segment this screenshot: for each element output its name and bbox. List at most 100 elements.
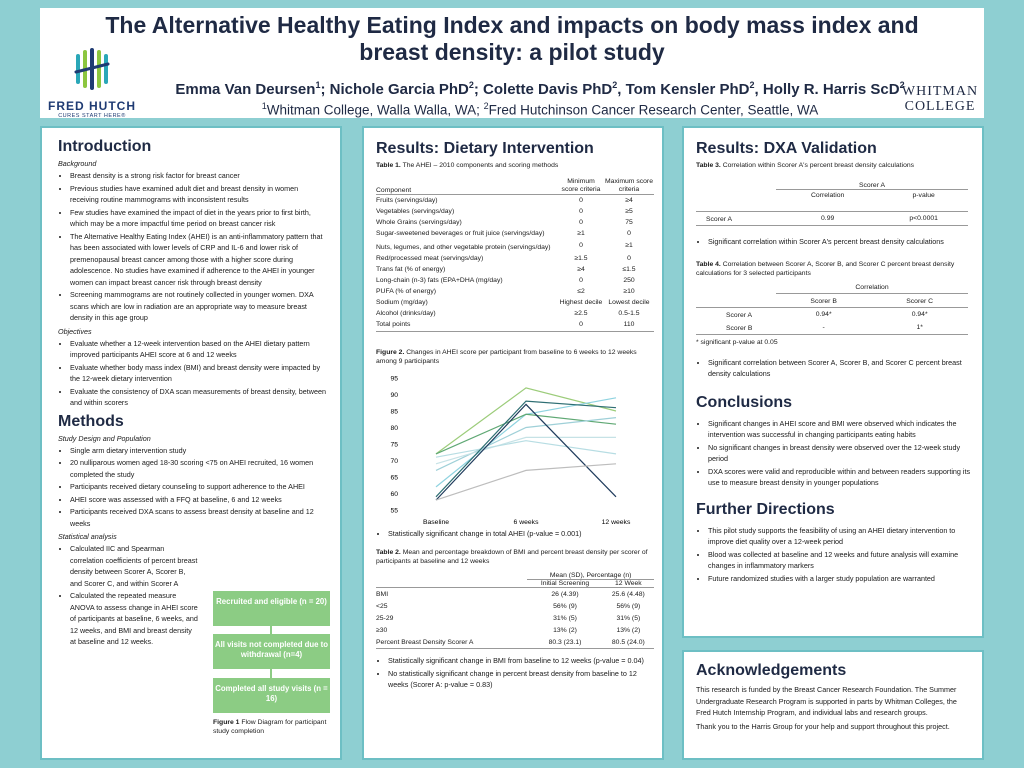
y-tick-label: 75 bbox=[390, 441, 398, 448]
table3-bullets: Significant correlation within Scorer A'… bbox=[696, 236, 972, 248]
list-item: Single arm dietary intervention study bbox=[70, 445, 328, 457]
list-item: DXA scores were valid and reproducible w… bbox=[708, 466, 972, 489]
conclusions-heading: Conclusions bbox=[696, 393, 793, 411]
table-cell: 0.94* bbox=[815, 310, 832, 318]
author-sup: 1 bbox=[315, 80, 321, 90]
table-cell: 13% (2) bbox=[616, 626, 641, 634]
y-tick-label: 95 bbox=[390, 375, 398, 382]
table-cell: 26 (4.39) bbox=[551, 590, 579, 598]
table-cell: ≥2.5 bbox=[574, 310, 588, 317]
caption-label: Table 2. bbox=[376, 549, 401, 556]
table-4-caption: Table 4. Correlation between Scorer A, S… bbox=[696, 260, 972, 278]
caption-text: Mean and percentage breakdown of BMI and… bbox=[376, 549, 648, 565]
table-cell bbox=[696, 284, 776, 294]
caption-text: Changes in AHEI score per participant fr… bbox=[376, 348, 637, 365]
table-row: Fruits (servings/day) 0 ≥4 bbox=[376, 195, 654, 207]
fred-hutch-logo-text: FRED HUTCH bbox=[48, 99, 136, 113]
list-item: Evaluate whether a 12-week intervention … bbox=[70, 338, 328, 361]
table-cell bbox=[376, 572, 527, 580]
caption-text: Correlation between Scorer A, Scorer B, … bbox=[696, 260, 955, 277]
whitman-logo-line1: WHITMAN bbox=[901, 84, 979, 99]
figure-1-caption: Figure 1 Flow Diagram for participant st… bbox=[213, 718, 333, 736]
fred-hutch-logo: FRED HUTCH CURES START HERE® bbox=[44, 46, 140, 119]
affiliation-1: Whitman College, Walla Walla, WA; bbox=[266, 102, 484, 118]
table-header: 12 Week bbox=[615, 580, 642, 587]
poster-header: FRED HUTCH CURES START HERE® The Alterna… bbox=[40, 8, 984, 119]
table-cell: 75 bbox=[625, 218, 633, 226]
table-row: Long-chain (n-3) fats (EPA+DHA (mg/day) 0… bbox=[376, 276, 654, 287]
table-cell: 56% (9) bbox=[616, 602, 641, 610]
table-group-header: Scorer A bbox=[776, 182, 968, 190]
table-cell: ≥5 bbox=[625, 207, 633, 215]
table-3-caption: Table 3. Correlation within Scorer A's p… bbox=[696, 161, 972, 170]
series-line bbox=[435, 439, 617, 458]
table-cell: Red/processed meat (servings/day) bbox=[376, 255, 484, 262]
author-list: Emma Van Deursen1; Nichole Garcia PhD2; … bbox=[175, 80, 905, 98]
ack-heading: Acknowledgements bbox=[696, 662, 847, 679]
affiliation-sup: 2 bbox=[483, 101, 489, 111]
table-cell: Nuts, legumes, and other vegetable prote… bbox=[376, 244, 551, 251]
design-label: Study Design and Population bbox=[58, 433, 151, 443]
list-item: Evaluate the consistency of DXA scan mea… bbox=[70, 386, 328, 409]
table-cell: Vegetables (servings/day) bbox=[376, 207, 455, 215]
list-item: This pilot study supports the feasibilit… bbox=[708, 525, 972, 548]
table-group-row: Scorer A bbox=[696, 182, 968, 190]
table-cell: 31% (5) bbox=[553, 614, 577, 622]
flow-box-withdrawn: All visits not completed due to withdraw… bbox=[213, 634, 330, 669]
table-cell: <25 bbox=[376, 602, 388, 610]
table-row: Trans fat (% of energy) ≥4 ≤1.5 bbox=[376, 265, 654, 276]
table-2-caption: Table 2. Mean and percentage breakdown o… bbox=[376, 548, 652, 566]
stats-list: Calculated IIC and Spearman correlation … bbox=[58, 543, 198, 648]
author-sup: 2 bbox=[749, 80, 755, 90]
table-cell: 80.3 (23.1) bbox=[548, 638, 582, 646]
table-cell: Long-chain (n-3) fats (EPA+DHA (mg/day) bbox=[376, 277, 503, 284]
table-header: Maximum score criteria bbox=[605, 178, 653, 193]
list-item: Evaluate whether body mass index (BMI) a… bbox=[70, 362, 328, 385]
table-row: 25-29 31% (5) 31% (5) bbox=[376, 612, 654, 624]
list-item: Participants received dietary counseling… bbox=[70, 481, 328, 493]
caption-label: Table 3. bbox=[696, 162, 721, 169]
list-item: No significant changes in breast density… bbox=[708, 442, 972, 465]
dietary-panel: Results: Dietary Intervention Table 1. T… bbox=[362, 126, 664, 760]
table-cell: ≥4 bbox=[625, 196, 633, 204]
flow-box-completed: Completed all study visits (n = 16) bbox=[213, 678, 330, 713]
author: Holly R. Harris ScD bbox=[762, 81, 900, 98]
table-header-row: Initial Screening 12 Week bbox=[376, 580, 654, 588]
list-item: Screening mammograms are not routinely c… bbox=[70, 289, 328, 324]
table-cell: ≤1.5 bbox=[622, 266, 636, 273]
table-cell: Lowest decile bbox=[608, 299, 650, 306]
table-row: Whole Grains (servings/day) 0 75 bbox=[376, 217, 654, 228]
list-item: Significant correlation within Scorer A'… bbox=[708, 236, 972, 248]
list-item: No statistically significant change in p… bbox=[388, 668, 652, 691]
y-tick-label: 70 bbox=[390, 458, 398, 465]
table-cell: 0 bbox=[579, 196, 583, 204]
table-cell: 1* bbox=[916, 323, 923, 331]
caption-label: Table 1. bbox=[376, 162, 401, 169]
table-row: Scorer B - 1* bbox=[696, 321, 968, 334]
table-1-caption: Table 1. The AHEI – 2010 components and … bbox=[376, 161, 652, 170]
caption-label: Figure 1 bbox=[213, 719, 240, 726]
table-cell: BMI bbox=[376, 590, 389, 598]
table-header: Initial Screening bbox=[540, 580, 590, 587]
background-label: Background bbox=[58, 159, 97, 168]
table-cell: 0 bbox=[579, 207, 583, 215]
table-cell: Scorer B bbox=[726, 324, 753, 332]
x-tick-label: 12 weeks bbox=[602, 519, 631, 526]
table-cell: 56% (9) bbox=[553, 602, 577, 610]
list-item: Calculated the repeated measure ANOVA to… bbox=[70, 590, 198, 648]
table-cell: 0 bbox=[579, 321, 583, 328]
poster-title: The Alternative Healthy Eating Index and… bbox=[105, 12, 919, 65]
table-cell bbox=[696, 190, 776, 212]
series-line bbox=[435, 416, 617, 471]
table-cell: 0.5-1.5 bbox=[618, 310, 640, 317]
author: Tom Kensler PhD bbox=[625, 81, 750, 98]
table-3: Scorer A Correlation p-value Scorer A 0.… bbox=[696, 182, 968, 226]
affiliation-2: Fred Hutchinson Cancer Research Center, … bbox=[488, 102, 819, 118]
table-cell bbox=[696, 293, 776, 307]
ack-paragraph: This research is funded by the Breast Ca… bbox=[696, 685, 957, 717]
table-row: Scorer A 0.99 p<0.0001 bbox=[696, 211, 968, 226]
table-cell: Highest decile bbox=[559, 299, 603, 306]
intro-heading: Introduction bbox=[58, 138, 152, 155]
table-4-note: * significant p-value at 0.05 bbox=[696, 338, 778, 346]
table-cell: Alcohol (drinks/day) bbox=[376, 310, 436, 317]
